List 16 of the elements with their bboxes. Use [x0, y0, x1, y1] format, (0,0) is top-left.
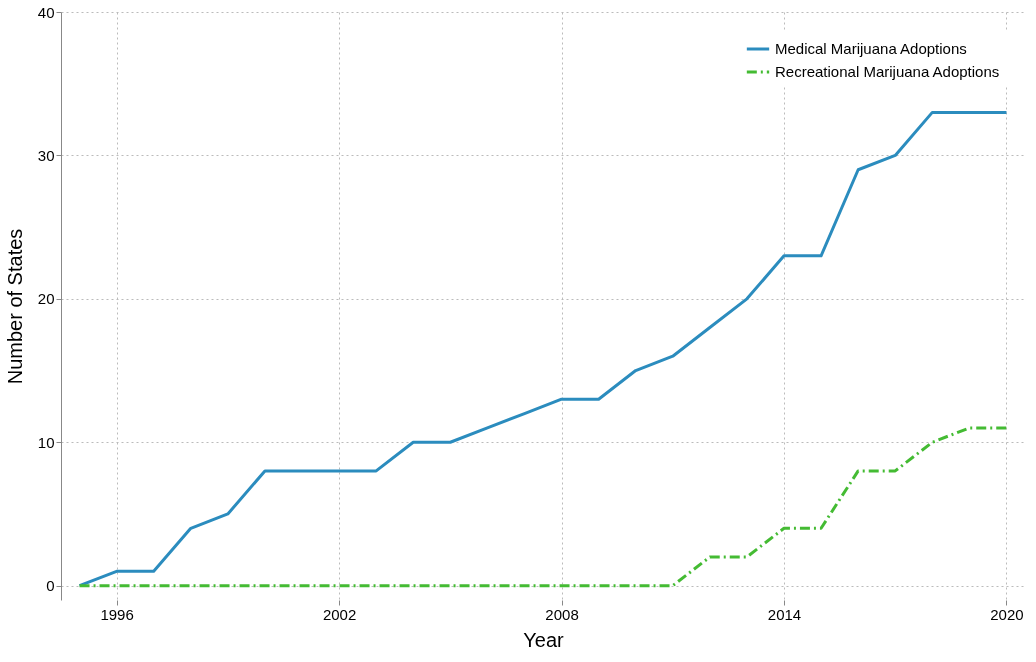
- x-tick-label: 2020: [990, 605, 1024, 623]
- x-tick-label: 2008: [545, 605, 579, 623]
- line-series: [78, 426, 1008, 588]
- legend-label: Medical Marijuana Adoptions: [775, 40, 967, 57]
- x-tick-label: 1996: [100, 605, 134, 623]
- x-tick-label: 2002: [322, 605, 357, 623]
- line-series: [78, 110, 1008, 588]
- x-axis-title: Year: [523, 628, 565, 651]
- x-tick-label: 2014: [767, 605, 802, 623]
- legend-label: Recreational Marijuana Adoptions: [775, 63, 1000, 80]
- y-tick-label: 30: [37, 146, 55, 164]
- y-tick-label: 20: [37, 290, 55, 308]
- y-tick-label: 40: [37, 3, 55, 21]
- y-tick-label: 0: [46, 577, 55, 595]
- y-tick-label: 10: [37, 433, 55, 451]
- y-axis-title: Number of States: [3, 228, 26, 385]
